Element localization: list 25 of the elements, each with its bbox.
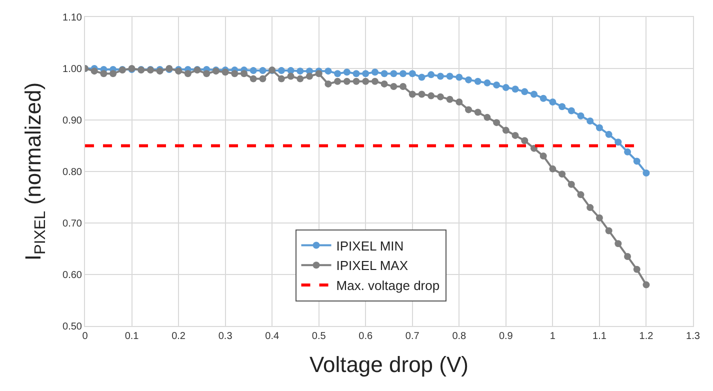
x-tick-label: 1.1 <box>592 331 607 342</box>
x-tick-label: 0.5 <box>312 331 326 342</box>
x-tick-label: 0.3 <box>218 331 233 342</box>
legend-label: IPIXEL MIN <box>336 238 404 254</box>
legend-label: Max. voltage drop <box>336 278 440 294</box>
x-tick-label: 0.1 <box>124 331 140 342</box>
x-tick-label: 1.2 <box>639 331 654 342</box>
x-tick-label: 0.6 <box>358 331 374 342</box>
x-tick-label: 0.7 <box>405 331 420 342</box>
x-tick-label: 0.8 <box>452 331 467 342</box>
x-tick-label: 0.2 <box>172 331 186 342</box>
x-tick-label: 1.3 <box>686 331 700 342</box>
y-tick-label: 0.80 <box>62 167 82 178</box>
y-tick-label: 1.00 <box>62 64 82 75</box>
x-tick-label: 0.9 <box>498 331 514 342</box>
x-tick-label: 1 <box>550 331 556 342</box>
y-tick-label: 0.70 <box>62 218 82 230</box>
y-tick-label: 0.90 <box>62 116 82 126</box>
x-axis-title: Voltage drop (V) <box>310 352 468 377</box>
x-tick-label: 0 <box>82 331 88 342</box>
y-tick-label: 0.50 <box>62 322 82 332</box>
y-tick-label: 0.60 <box>62 270 82 281</box>
x-tick-label: 0.4 <box>265 331 280 342</box>
y-tick-label: 1.10 <box>62 12 82 24</box>
legend-label: IPIXEL MAX <box>336 258 408 274</box>
